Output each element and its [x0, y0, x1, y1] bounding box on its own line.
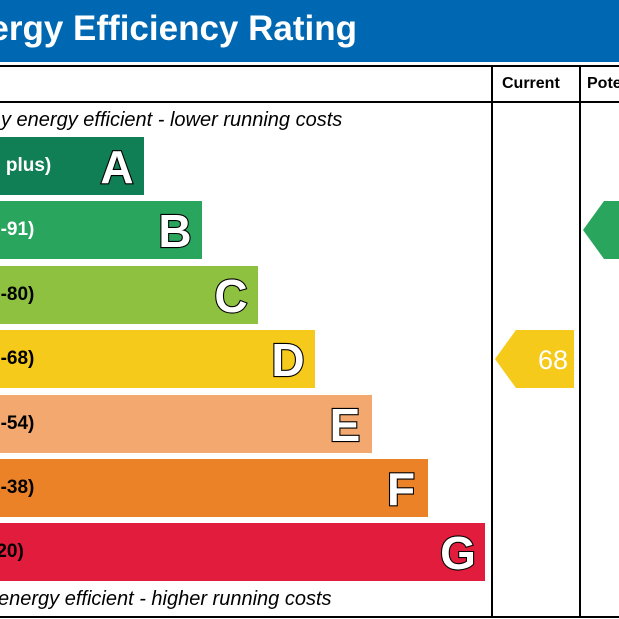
current-rating-arrow: 68 — [495, 330, 574, 388]
current-column-header: Current — [502, 75, 560, 92]
band-range-label: 9-54) — [0, 413, 35, 434]
band-letter: C — [213, 269, 248, 323]
band-letter: B — [157, 204, 192, 258]
band-range-label: 2 plus) — [0, 155, 52, 176]
table-top-border — [0, 65, 619, 67]
band-letter: G — [439, 526, 477, 580]
band-letter-text: D — [271, 334, 304, 386]
potential-rating-arrow-shape — [583, 201, 619, 259]
table-bottom-border — [0, 616, 619, 618]
current-rating-arrow-shape — [495, 330, 574, 388]
current-rating-value: 68 — [538, 345, 568, 375]
potential-column-header: Pote — [587, 75, 619, 92]
band-d: 5-68) D — [0, 330, 315, 388]
band-letter: D — [270, 333, 305, 387]
title-bar: nergy Efficiency Rating — [0, 0, 619, 62]
band-range-label: 5-68) — [0, 348, 35, 369]
band-range-label: 1-38) — [0, 477, 35, 498]
potential-rating-arrow: 8 — [583, 201, 619, 259]
band-letter-text: G — [440, 527, 476, 579]
header-divider — [0, 101, 619, 103]
band-g: -20) G — [0, 523, 485, 581]
band-letter: A — [99, 140, 134, 194]
band-range-label: 1-91) — [0, 219, 35, 240]
band-letter-text: A — [100, 141, 133, 193]
band-b: 1-91) B — [0, 201, 202, 259]
band-f: 1-38) F — [0, 459, 428, 517]
current-column-divider — [491, 65, 493, 618]
band-letter: E — [329, 398, 362, 452]
band-a: 2 plus) A — [0, 137, 144, 195]
band-letter-text: B — [158, 205, 191, 257]
potential-column-divider — [579, 65, 581, 618]
band-range-label: 9-80) — [0, 284, 35, 305]
band-letter: F — [386, 462, 416, 516]
band-letter-text: F — [387, 463, 415, 515]
band-letter-text: C — [214, 270, 247, 322]
top-caption: y energy efficient - lower running costs — [1, 109, 343, 131]
band-e: 9-54) E — [0, 395, 372, 453]
bottom-caption: energy efficient - higher running costs — [0, 588, 332, 610]
band-c: 9-80) C — [0, 266, 258, 324]
chart-title: nergy Efficiency Rating — [0, 9, 357, 48]
band-letter-text: E — [330, 399, 361, 451]
band-range-label: -20) — [0, 541, 24, 562]
